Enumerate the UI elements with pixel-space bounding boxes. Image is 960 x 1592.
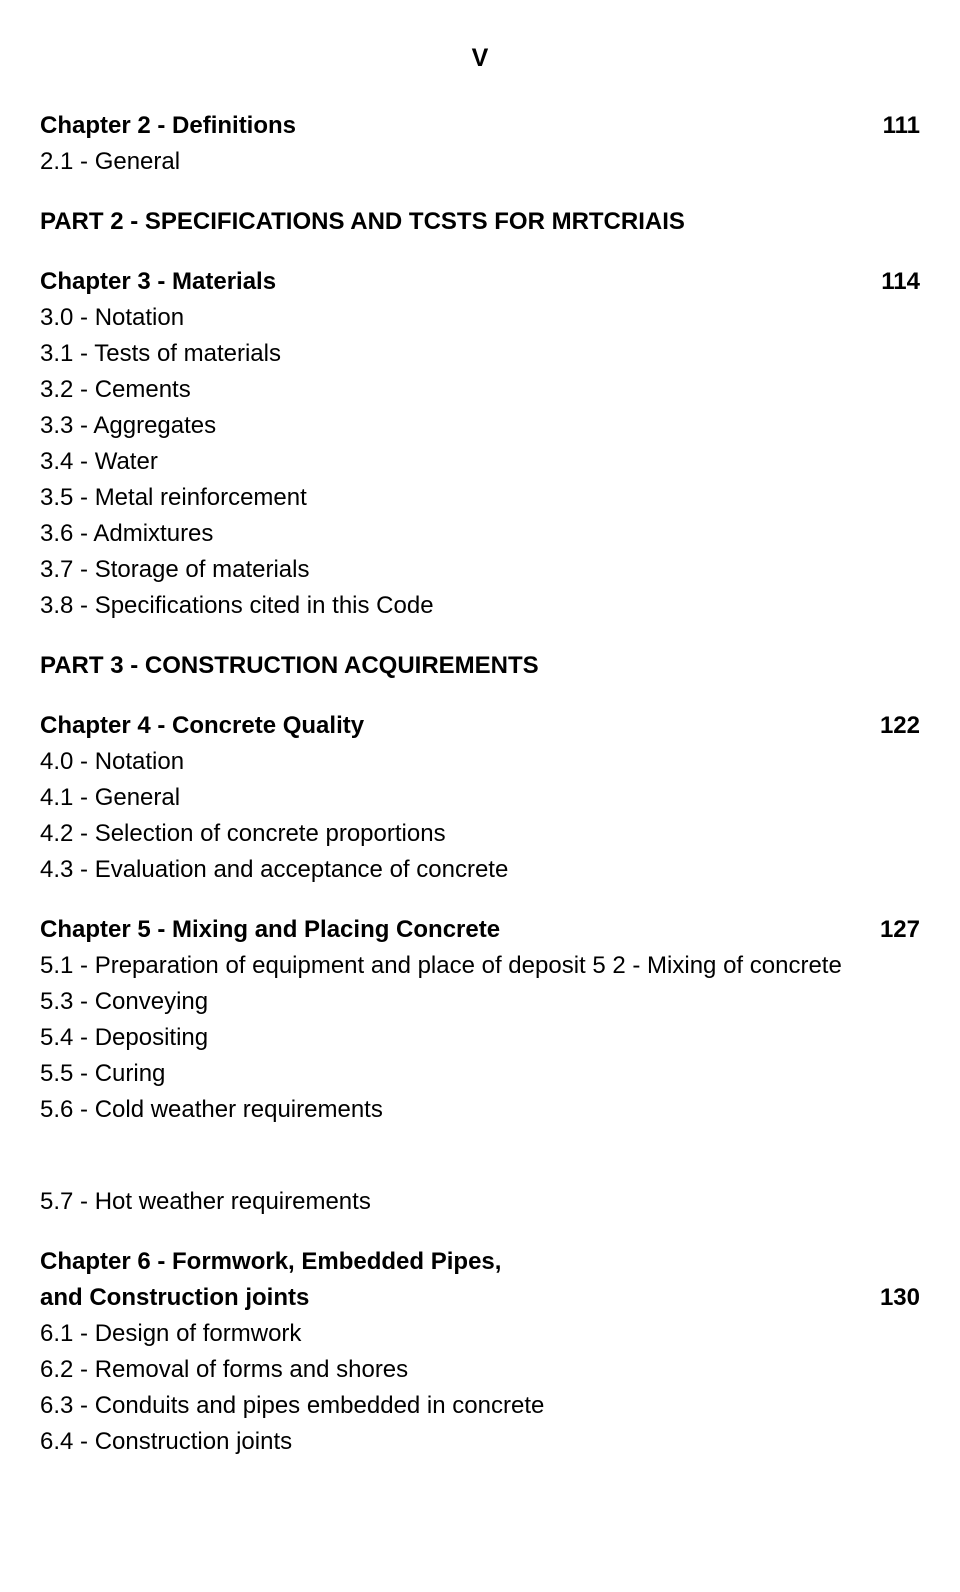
- toc-entry: 4.1 - General: [40, 780, 920, 816]
- toc-entry: 5.1 - Preparation of equipment and place…: [40, 948, 920, 984]
- toc-entry: 5.7 - Hot weather requirements: [40, 1184, 920, 1220]
- toc-entry: 3.1 - Tests of materials: [40, 336, 920, 372]
- page-roman-numeral: V: [40, 40, 920, 78]
- toc-entry: 5.5 - Curing: [40, 1056, 920, 1092]
- part-2-title: PART 2 - SPECIFICATIONS AND TCSTS FOR MR…: [40, 204, 920, 240]
- chapter-4-heading-row: Chapter 4 - Concrete Quality 122: [40, 708, 920, 744]
- chapter-6-title-line1: Chapter 6 - Formwork, Embedded Pipes,: [40, 1244, 920, 1280]
- chapter-2-title: Chapter 2 - Definitions: [40, 108, 853, 144]
- toc-entry: 4.0 - Notation: [40, 744, 920, 780]
- toc-entry: 5.3 - Conveying: [40, 984, 920, 1020]
- chapter-6-title-line2: and Construction joints: [40, 1280, 850, 1316]
- toc-entry: 3.3 - Aggregates: [40, 408, 920, 444]
- toc-entry: 3.2 - Cements: [40, 372, 920, 408]
- chapter-2-page: 111: [853, 108, 920, 144]
- toc-entry: 3.4 - Water: [40, 444, 920, 480]
- toc-entry: 6.3 - Conduits and pipes embedded in con…: [40, 1388, 920, 1424]
- chapter-6-heading-row: and Construction joints 130: [40, 1280, 920, 1316]
- toc-entry: 6.2 - Removal of forms and shores: [40, 1352, 920, 1388]
- toc-entry: 4.3 - Evaluation and acceptance of concr…: [40, 852, 920, 888]
- toc-entry: 3.6 - Admixtures: [40, 516, 920, 552]
- toc-page: V Chapter 2 - Definitions 111 2.1 - Gene…: [0, 0, 960, 1500]
- chapter-3-title: Chapter 3 - Materials: [40, 264, 851, 300]
- toc-entry: 5.4 - Depositing: [40, 1020, 920, 1056]
- chapter-2-heading-row: Chapter 2 - Definitions 111: [40, 108, 920, 144]
- chapter-3-heading-row: Chapter 3 - Materials 114: [40, 264, 920, 300]
- toc-entry: 3.7 - Storage of materials: [40, 552, 920, 588]
- toc-entry: 6.4 - Construction joints: [40, 1424, 920, 1460]
- chapter-4-page: 122: [850, 708, 920, 744]
- toc-entry: 6.1 - Design of formwork: [40, 1316, 920, 1352]
- chapter-5-page: 127: [850, 912, 920, 948]
- chapter-4-title: Chapter 4 - Concrete Quality: [40, 708, 850, 744]
- toc-entry: 3.0 - Notation: [40, 300, 920, 336]
- toc-entry: 3.5 - Metal reinforcement: [40, 480, 920, 516]
- toc-entry: 3.8 - Specifications cited in this Code: [40, 588, 920, 624]
- toc-entry: 4.2 - Selection of concrete proportions: [40, 816, 920, 852]
- chapter-3-page: 114: [851, 264, 920, 300]
- chapter-5-title: Chapter 5 - Mixing and Placing Concrete: [40, 912, 850, 948]
- toc-entry: 5.6 - Cold weather requirements: [40, 1092, 920, 1128]
- chapter-6-page: 130: [850, 1280, 920, 1316]
- part-3-title: PART 3 - CONSTRUCTION ACQUIREMENTS: [40, 648, 920, 684]
- chapter-5-heading-row: Chapter 5 - Mixing and Placing Concrete …: [40, 912, 920, 948]
- toc-entry: 2.1 - General: [40, 144, 920, 180]
